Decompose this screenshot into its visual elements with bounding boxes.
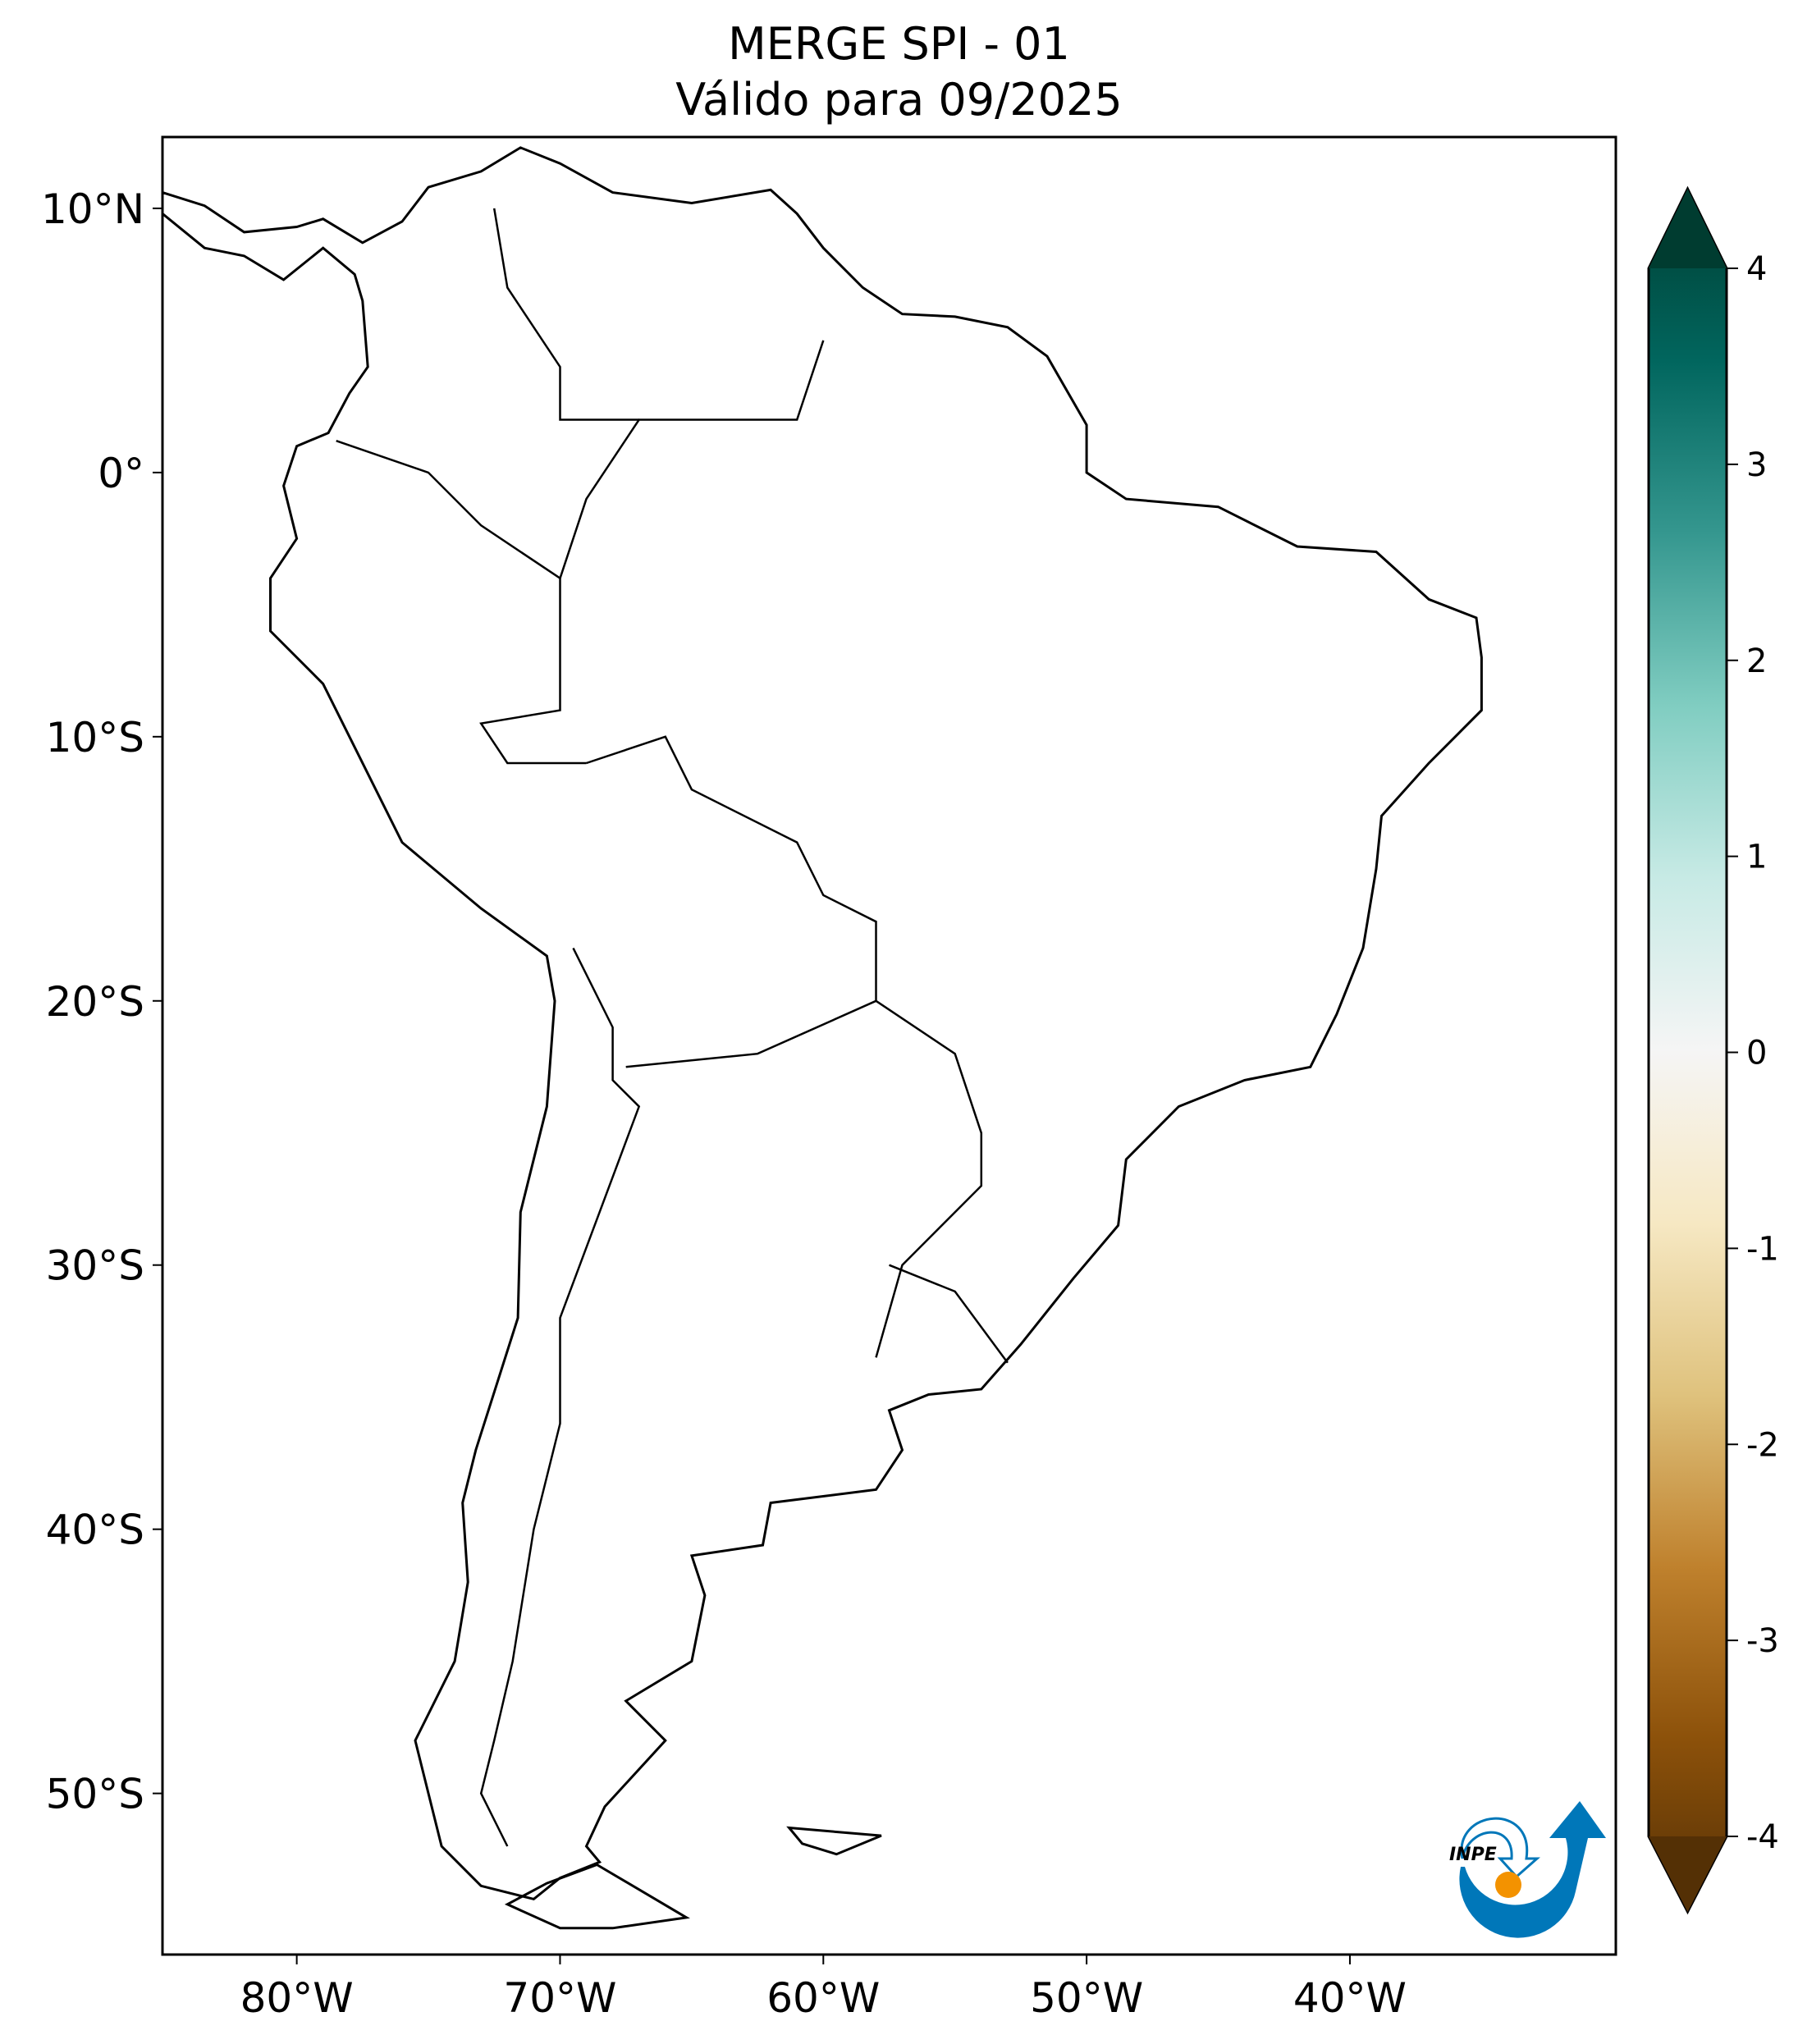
spi-anomaly-region <box>402 1609 507 1819</box>
tierra-del-fuego-outline <box>504 1863 690 1930</box>
country-border <box>559 340 825 579</box>
lon-tick-label: 40°W <box>1293 1974 1407 2022</box>
colorbar-tick-label: 4 <box>1746 250 1767 288</box>
map-subtitle: Válido para 09/2025 <box>675 74 1123 126</box>
spi-anomaly-region <box>850 684 1060 789</box>
spi-anomaly-region <box>1376 578 1481 684</box>
spi-anomaly-region <box>534 1292 849 1397</box>
spi-anomaly-region <box>376 314 533 472</box>
spi-anomaly-region <box>718 1159 1033 1264</box>
country-border <box>586 735 983 1358</box>
country-border <box>479 947 641 1847</box>
logo-text: INPE <box>1449 1845 1497 1865</box>
map-title: MERGE SPI - 01 <box>728 18 1070 70</box>
inpe-logo: INPE <box>1449 1801 1606 1938</box>
map-frame <box>161 135 1617 1956</box>
colorbar-extend-max <box>1649 189 1727 268</box>
lat-tick-label: 0° <box>98 450 144 497</box>
colorbar-tick-label: -4 <box>1746 1818 1779 1856</box>
lat-tick-label: 30°S <box>46 1242 144 1290</box>
country-border <box>336 440 587 765</box>
lon-tick-label: 50°W <box>1030 1974 1143 2022</box>
spi-anomaly-region <box>639 578 902 736</box>
spi-anomaly-region <box>587 949 744 1106</box>
logo-swirl-icon <box>1460 1817 1540 1879</box>
spi-anomaly-region <box>455 552 771 762</box>
colorbar-tick-label: 0 <box>1746 1035 1767 1072</box>
colorbar-tick-label: 3 <box>1746 446 1767 484</box>
colorbar-tick-label: 1 <box>1746 839 1767 876</box>
spi-anomaly-region <box>1166 790 1376 1000</box>
spi-anomaly-region <box>587 182 902 340</box>
spi-anomaly-region <box>955 949 1165 1106</box>
colorbar-bar <box>1647 185 1728 1915</box>
lat-tick-label: 50°S <box>46 1771 144 1818</box>
spi-anomaly-region <box>297 500 455 815</box>
logo-arrow-icon <box>1459 1801 1606 1938</box>
colorbar-tick-label: -2 <box>1746 1426 1779 1464</box>
spi-anomaly-region <box>508 1451 666 1661</box>
logo-sun-icon <box>1495 1872 1521 1898</box>
lon-tick-label: 60°W <box>766 1974 880 2022</box>
spi-anomaly-region <box>613 1159 771 1264</box>
colorbar: 4 3 2 1 0 -1 -2 -3 -4 <box>1647 185 1779 1915</box>
spi-anomaly-region <box>692 446 954 604</box>
lat-tick-label: 20°S <box>46 978 144 1026</box>
lat-tick-label: 10°S <box>46 714 144 761</box>
spi-anomaly-region <box>639 790 849 948</box>
longitude-ticks: 80°W 70°W 60°W 50°W 40°W <box>240 1955 1407 2022</box>
colorbar-tick-label: 2 <box>1746 642 1767 680</box>
spi-anomaly-region <box>850 314 1060 472</box>
spi-anomaly-region <box>1271 552 1429 762</box>
lon-tick-label: 80°W <box>240 1974 354 2022</box>
falkland-islands-outline <box>786 1826 882 1856</box>
colorbar-tick-label: -1 <box>1746 1230 1779 1268</box>
mainland-outline <box>161 146 1483 1901</box>
country-border <box>492 208 639 421</box>
lat-tick-label: 40°S <box>46 1507 144 1554</box>
land-layer <box>161 137 1616 1955</box>
colorbar-extend-min <box>1649 1836 1727 1912</box>
spi-anomaly-region <box>560 1767 718 1873</box>
spi-anomaly-region <box>613 1397 1033 1502</box>
colorbar-tick-label: -3 <box>1746 1622 1779 1660</box>
spi-field <box>162 137 1616 1955</box>
latitude-ticks: 10°N 0° 10°S 20°S 30°S 40°S 50°S <box>41 185 162 1818</box>
colorbar-ticks: 4 3 2 1 0 -1 -2 -3 -4 <box>1649 189 1779 1912</box>
country-border <box>625 999 877 1068</box>
lon-tick-label: 70°W <box>503 1974 616 2022</box>
lat-tick-label: 10°N <box>41 185 144 233</box>
country-border <box>889 1264 1009 1364</box>
